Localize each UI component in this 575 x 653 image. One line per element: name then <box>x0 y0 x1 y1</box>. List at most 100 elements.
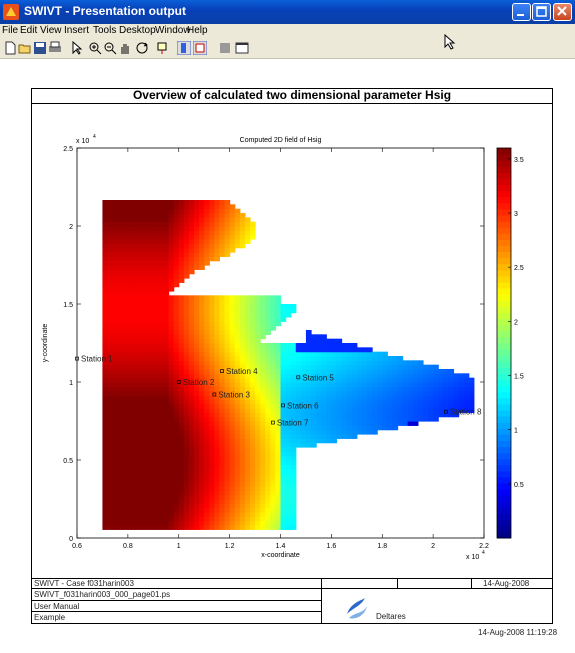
menu-bar: File Edit View Insert Tools Desktop Wind… <box>0 24 575 38</box>
menu-help[interactable]: Help <box>187 25 208 36</box>
hsig-cell <box>249 429 256 435</box>
hsig-cell <box>234 520 241 526</box>
hsig-cell <box>244 321 251 327</box>
hsig-cell <box>244 334 251 340</box>
hsig-cell <box>224 217 231 223</box>
colorbar-segment <box>497 373 511 381</box>
hsig-cell <box>143 438 149 444</box>
zoom-in-icon[interactable] <box>88 41 102 55</box>
hsig-cell <box>158 460 165 465</box>
hsig-cell <box>112 317 119 322</box>
hsig-cell <box>239 399 246 405</box>
hsig-cell <box>143 299 149 305</box>
rotate-icon[interactable] <box>135 41 149 55</box>
hsig-cell <box>265 468 271 474</box>
hsig-cell <box>341 434 348 439</box>
hsig-cell <box>285 499 292 504</box>
hsig-cell <box>234 481 241 487</box>
print-icon[interactable] <box>48 41 62 55</box>
hsig-cell <box>305 425 312 431</box>
menu-file[interactable]: File <box>2 25 19 36</box>
hsig-cell <box>285 477 292 483</box>
hsig-cell <box>443 377 449 383</box>
hsig-cell <box>178 421 185 426</box>
menu-view[interactable]: View <box>40 25 62 36</box>
hsig-cell <box>244 356 251 361</box>
hsig-cell <box>285 360 292 366</box>
hsig-cell <box>219 425 226 431</box>
hsig-cell <box>178 477 185 483</box>
menu-desktop[interactable]: Desktop <box>119 25 156 36</box>
hsig-cell <box>143 399 149 405</box>
hsig-cell <box>199 204 205 210</box>
show-plot-tools-icon[interactable] <box>235 41 249 55</box>
hsig-cell <box>356 395 363 400</box>
hsig-cell <box>321 356 327 361</box>
menu-insert[interactable]: Insert <box>64 25 90 36</box>
hsig-cell <box>148 525 154 530</box>
maximize-button[interactable] <box>532 3 551 21</box>
hsig-cell <box>153 256 159 262</box>
hsig-cell <box>234 208 241 214</box>
hsig-cell <box>153 525 159 530</box>
hsig-cell <box>199 243 205 249</box>
hsig-cell <box>249 347 256 353</box>
hsig-cell <box>265 382 271 387</box>
hsig-cell <box>107 490 114 496</box>
hsig-cell <box>249 490 256 496</box>
hsig-cell <box>209 507 215 513</box>
hsig-cell <box>326 343 332 348</box>
hsig-cell <box>275 390 282 396</box>
hsig-cell <box>168 425 175 431</box>
hsig-cell <box>214 434 221 439</box>
hsig-cell <box>239 490 246 496</box>
hsig-cell <box>300 382 307 387</box>
pan-icon[interactable] <box>118 41 132 55</box>
hsig-cell <box>102 265 109 270</box>
hsig-cell <box>122 434 129 439</box>
hsig-cell <box>117 351 124 357</box>
pointer-icon[interactable] <box>70 41 84 55</box>
hsig-cell <box>143 213 149 218</box>
colorbar-icon[interactable] <box>177 41 191 55</box>
hsig-cell <box>168 243 175 249</box>
hsig-cell <box>148 347 154 353</box>
hide-plot-tools-icon[interactable] <box>218 41 232 55</box>
menu-window[interactable]: Window <box>155 25 191 36</box>
save-icon[interactable] <box>33 41 47 55</box>
hsig-cell <box>188 377 195 383</box>
hsig-cell <box>239 421 246 426</box>
data-cursor-icon[interactable] <box>156 41 170 55</box>
minimize-button[interactable] <box>512 3 531 21</box>
hsig-cell <box>132 273 139 279</box>
hsig-cell <box>183 477 190 483</box>
hsig-cell <box>148 468 154 474</box>
hsig-cell <box>224 312 231 318</box>
hsig-cell <box>219 429 226 435</box>
hsig-cell <box>392 360 399 366</box>
zoom-out-icon[interactable] <box>103 41 117 55</box>
menu-edit[interactable]: Edit <box>20 25 38 36</box>
hsig-cell <box>102 421 109 426</box>
open-folder-icon[interactable] <box>18 41 32 55</box>
hsig-cell <box>382 382 388 387</box>
legend-icon[interactable] <box>193 41 207 55</box>
hsig-cell <box>158 525 165 530</box>
hsig-cell <box>453 390 460 396</box>
menu-tools[interactable]: Tools <box>93 25 117 36</box>
hsig-cell <box>127 343 134 348</box>
close-button[interactable] <box>553 3 572 21</box>
new-file-icon[interactable] <box>3 41 17 55</box>
hsig-cell <box>194 512 200 517</box>
hsig-cell <box>438 399 444 405</box>
hsig-cell <box>326 438 332 444</box>
hsig-cell <box>260 507 266 513</box>
hsig-cell <box>107 256 114 262</box>
hsig-cell <box>219 330 226 335</box>
hsig-cell <box>138 351 144 357</box>
hsig-cell <box>382 360 388 366</box>
hsig-cell <box>143 282 149 288</box>
hsig-cell <box>143 347 149 353</box>
hsig-cell <box>127 516 134 522</box>
